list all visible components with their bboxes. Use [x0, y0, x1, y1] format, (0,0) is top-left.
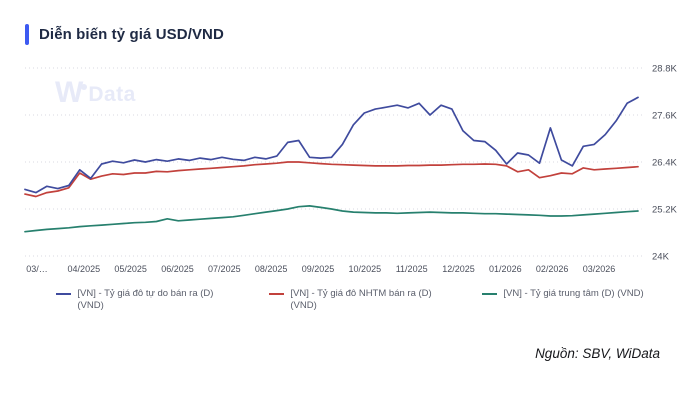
x-tick-label: 09/2025 [302, 264, 335, 274]
x-tick-label: 11/2025 [396, 264, 428, 274]
title-accent-bar [25, 24, 29, 45]
series-line-0 [24, 96, 639, 194]
chart-legend: [VN] - Tỷ giá đô tự do bán ra (D) (VND) [… [0, 288, 700, 312]
legend-label: [VN] - Tỷ giá đô NHTM bán ra (D) (VND) [290, 288, 432, 311]
page-title: Diễn biến tỷ giá USD/VND [39, 26, 224, 43]
y-tick-label: 26.4K [652, 158, 677, 169]
chart-header: Diễn biến tỷ giá USD/VND [25, 24, 224, 45]
series-line-2 [24, 205, 639, 233]
x-tick-label: 01/2026 [489, 264, 522, 274]
x-tick-label: 07/2025 [208, 264, 241, 274]
legend-line-marker [482, 293, 498, 295]
x-tick-label: 02/2026 [536, 264, 569, 274]
y-tick-label: 24K [652, 252, 670, 263]
x-tick-label: 08/2025 [255, 264, 288, 274]
exchange-rate-line-chart: 24K 25.2K 26.4K 27.6K 28.8K 03/… 04/2025 05/202… [24, 64, 677, 274]
legend-item-free-market[interactable]: [VN] - Tỷ giá đô tự do bán ra (D) (VND) [56, 288, 227, 312]
legend-label: [VN] - Tỷ giá đô tự do bán ra (D) (VND) [77, 288, 214, 311]
x-tick-label: 12/2025 [442, 264, 475, 274]
legend-line-marker [269, 293, 285, 295]
legend-item-central[interactable]: [VN] - Tỷ giá trung tâm (D) (VND) [482, 288, 644, 312]
x-tick-label: 03/… [26, 264, 48, 274]
source-attribution: Nguồn: SBV, WiData [535, 346, 660, 361]
legend-label: [VN] - Tỷ giá trung tâm (D) (VND) [503, 288, 644, 299]
y-tick-label: 25.2K [652, 205, 677, 216]
x-tick-label: 05/2025 [114, 264, 147, 274]
x-tick-label: 10/2025 [349, 264, 382, 274]
x-tick-label: 06/2025 [161, 264, 194, 274]
y-tick-label: 28.8K [652, 64, 677, 75]
legend-item-bank[interactable]: [VN] - Tỷ giá đô NHTM bán ra (D) (VND) [269, 288, 440, 312]
series-line-1 [24, 161, 639, 198]
x-tick-label: 04/2025 [68, 264, 101, 274]
legend-line-marker [56, 293, 72, 295]
y-tick-label: 27.6K [652, 111, 677, 122]
x-tick-label: 03/2026 [583, 264, 616, 274]
